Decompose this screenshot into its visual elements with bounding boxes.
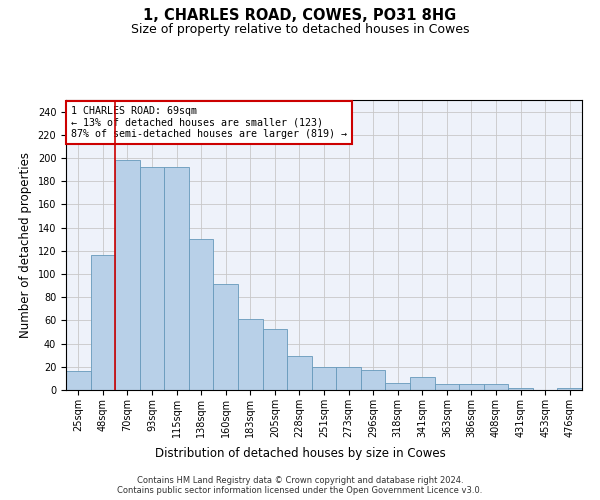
Text: 1, CHARLES ROAD, COWES, PO31 8HG: 1, CHARLES ROAD, COWES, PO31 8HG — [143, 8, 457, 22]
Bar — [361, 370, 385, 390]
Bar — [164, 168, 189, 390]
Bar — [66, 372, 91, 390]
Text: Contains HM Land Registry data © Crown copyright and database right 2024.
Contai: Contains HM Land Registry data © Crown c… — [118, 476, 482, 495]
Bar — [263, 328, 287, 390]
Bar — [484, 384, 508, 390]
Bar — [238, 319, 263, 390]
Bar — [508, 388, 533, 390]
Bar — [410, 377, 434, 390]
Bar — [287, 356, 312, 390]
Text: Size of property relative to detached houses in Cowes: Size of property relative to detached ho… — [131, 22, 469, 36]
Bar — [115, 160, 140, 390]
Text: Distribution of detached houses by size in Cowes: Distribution of detached houses by size … — [155, 448, 445, 460]
Y-axis label: Number of detached properties: Number of detached properties — [19, 152, 32, 338]
Bar — [189, 239, 214, 390]
Text: 1 CHARLES ROAD: 69sqm
← 13% of detached houses are smaller (123)
87% of semi-det: 1 CHARLES ROAD: 69sqm ← 13% of detached … — [71, 106, 347, 139]
Bar — [385, 383, 410, 390]
Bar — [91, 256, 115, 390]
Bar — [434, 384, 459, 390]
Bar — [214, 284, 238, 390]
Bar — [140, 168, 164, 390]
Bar — [336, 367, 361, 390]
Bar — [557, 388, 582, 390]
Bar — [312, 367, 336, 390]
Bar — [459, 384, 484, 390]
